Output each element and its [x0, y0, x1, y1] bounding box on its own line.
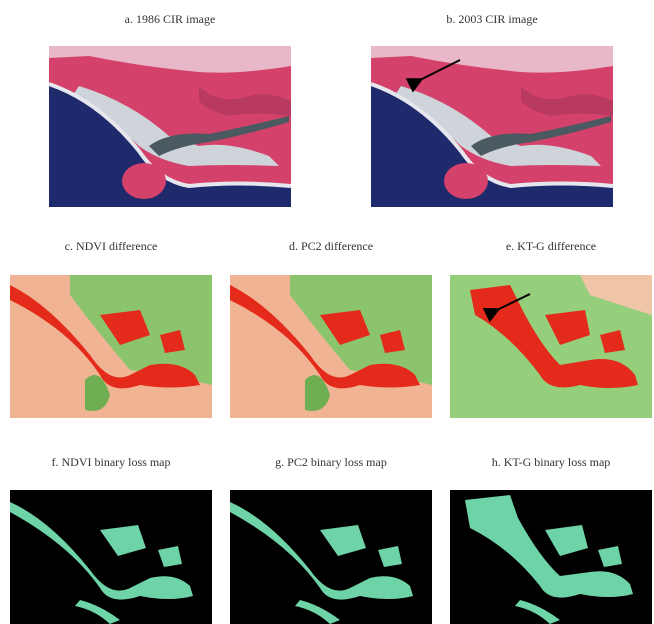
image	[371, 46, 613, 207]
image	[230, 275, 432, 418]
image	[450, 490, 652, 624]
caption: g. PC2 binary loss map	[275, 455, 387, 469]
image	[10, 490, 212, 624]
caption: a. 1986 CIR image	[125, 12, 216, 26]
image	[450, 275, 652, 418]
caption: d. PC2 difference	[289, 239, 373, 253]
caption: f. NDVI binary loss map	[52, 455, 171, 469]
caption: b. 2003 CIR image	[446, 12, 537, 26]
figure: a. 1986 CIR image b. 2003 CIR image c. N…	[0, 0, 654, 624]
caption: c. NDVI difference	[65, 239, 158, 253]
image	[10, 275, 212, 418]
image	[49, 46, 291, 207]
image	[230, 490, 432, 624]
caption: e. KT-G difference	[506, 239, 596, 253]
caption: h. KT-G binary loss map	[492, 455, 611, 469]
